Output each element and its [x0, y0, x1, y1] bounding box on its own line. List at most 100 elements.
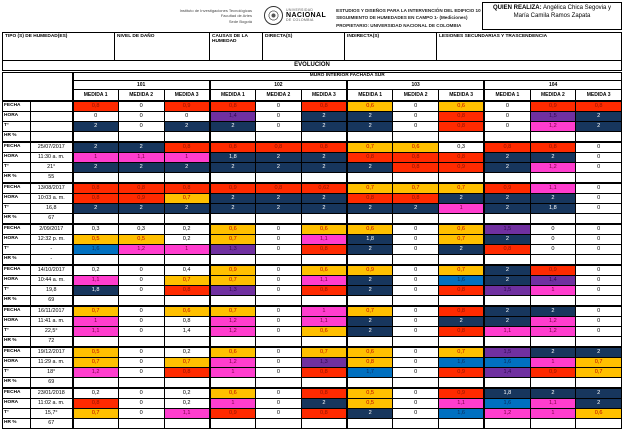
- measure-cell: 2: [208, 162, 256, 173]
- row-value: 15,7°: [30, 408, 73, 419]
- row-label: FECHA: [2, 182, 31, 194]
- measure-cell: 2: [438, 244, 485, 255]
- measure-cell: [438, 377, 485, 389]
- measure-cell: [529, 295, 577, 307]
- measure-cell: 0: [529, 244, 577, 255]
- measure-cell: [117, 295, 165, 307]
- measure-cell: 2: [438, 193, 485, 204]
- measure-cell: 2: [346, 326, 394, 337]
- measure-cell: 0,8: [438, 152, 485, 163]
- measure-cell: 0,7: [208, 234, 256, 245]
- row-value: 16/11/2017: [30, 305, 73, 317]
- medida-header: MEDIDA 3: [438, 89, 485, 102]
- row-label: T°: [2, 121, 31, 132]
- medida-header: MEDIDA 1: [208, 89, 256, 102]
- measure-cell: [208, 213, 256, 225]
- measure-cell: [529, 131, 577, 143]
- measure-cell: 1,5: [529, 111, 577, 122]
- row-value: 10:03 a. m.: [30, 193, 73, 204]
- measure-cell: 0: [255, 316, 302, 327]
- info-box-3: CAUSAS DE LA HUMEDAD: [210, 33, 263, 61]
- row-value: 21°: [30, 162, 73, 173]
- row-label: HR %: [2, 131, 31, 143]
- row-value: 10:44 a. m.: [30, 275, 73, 286]
- measure-cell: 0,9: [529, 264, 577, 276]
- measure-cell: 0,7: [71, 357, 119, 368]
- measure-cell: [117, 336, 165, 348]
- row-value: 23/01/2018: [30, 387, 73, 399]
- measure-cell: 0,8: [300, 387, 348, 399]
- institute-line-1: Instituto de Investigaciones Tecnológica…: [179, 8, 252, 13]
- measure-cell: 2: [483, 316, 531, 327]
- measure-cell: [300, 213, 348, 225]
- row-label: FECHA: [2, 387, 31, 399]
- table-row: HORA 10:44 a. m. 1,1 0 0,7 0,7 0 1,1 2 0 1,6 2 1,4 0: [2, 275, 622, 286]
- measure-cell: [392, 254, 439, 266]
- measure-cell: [529, 377, 577, 389]
- measure-cell: 0,2: [163, 398, 211, 409]
- measure-cell: [71, 377, 119, 389]
- measure-cell: [163, 377, 211, 389]
- measure-cell: [255, 336, 302, 348]
- measure-cell: 0: [255, 387, 302, 399]
- measure-cell: 0: [71, 111, 119, 122]
- classification-boxes-row: TIPO (S) DE HUMEDAD(ES) NIVEL DE DAÑO CAUS…: [2, 32, 622, 61]
- measure-cell: 0: [575, 275, 622, 286]
- measure-cell: 1,1: [438, 398, 485, 409]
- measure-cell: [71, 295, 119, 307]
- measure-cell: [483, 254, 531, 266]
- measure-cell: 0,6: [346, 100, 394, 112]
- table-row: FECHA 25/07/2017 2 2 0,8 0,8 0,8 0,8 0,7 0,6 0,3 0,…: [2, 141, 622, 153]
- logo-top-text: UNIVERSIDAD: [286, 7, 314, 12]
- measure-cell: 1: [529, 408, 577, 419]
- measure-cell: 2: [346, 275, 394, 286]
- measure-cell: 1,8: [529, 203, 577, 214]
- measure-cell: [575, 336, 622, 348]
- measure-cell: 0,9: [483, 182, 531, 194]
- measure-cell: 1,1: [163, 408, 211, 419]
- measure-cell: 1: [529, 357, 577, 368]
- measure-cell: 0: [392, 223, 439, 235]
- row-label: FECHA: [2, 264, 31, 276]
- university-logo-text: UNIVERSIDAD NACIONAL DE COLOMBIA: [286, 7, 326, 23]
- measure-cell: 0,7: [208, 275, 256, 286]
- table-row: T° 22,5° 1,1 0 1,4 1,2 0 0,6 2 0 0,8 1,1 1,2 0: [2, 326, 622, 337]
- measure-cell: 1: [208, 398, 256, 409]
- measure-cell: 1,2: [117, 244, 165, 255]
- measure-cell: 0,3: [117, 223, 165, 235]
- row-label: HORA: [2, 234, 31, 245]
- row-label: FECHA: [2, 223, 31, 235]
- medida-header: MEDIDA 1: [71, 89, 119, 102]
- measure-cell: [392, 336, 439, 348]
- measure-cell: 0,8: [483, 244, 531, 255]
- measure-cell: 2: [483, 162, 531, 173]
- table-row: T° 18° 1,2 0 0,8 1 0 0,8 1,7 0 0,9 1,4 0,9 0,7: [2, 367, 622, 378]
- measure-cell: 2: [71, 121, 119, 132]
- row-label: HR %: [2, 254, 31, 266]
- measure-cell: 0: [117, 408, 165, 419]
- row-label: HR %: [2, 336, 31, 348]
- measure-cell: 0,8: [300, 100, 348, 112]
- measure-cell: 1,1: [529, 182, 577, 194]
- measure-cell: 0,7: [438, 234, 485, 245]
- measure-cell: [255, 254, 302, 266]
- quien-realiza-label: QUIEN REALIZA:: [492, 5, 542, 11]
- measure-cell: 0,2: [163, 234, 211, 245]
- measure-cell: 2: [71, 141, 119, 153]
- table-row: T° -1,6 1,2 1 1,3 0 0,8 2 0 2 0,8 0 0: [2, 244, 622, 255]
- measure-cell: 0,8: [392, 152, 439, 163]
- measure-cell: 0: [255, 346, 302, 358]
- measure-cell: 0,7: [208, 305, 256, 317]
- table-row: HR %: [2, 131, 622, 143]
- measure-cell: 2: [483, 264, 531, 276]
- row-label: HORA: [2, 275, 31, 286]
- measure-cell: 1,3: [208, 244, 256, 255]
- measure-cell: [117, 418, 165, 429]
- table-row: FECHA 0,8 0 0,9 0,8 0 0,8 0,6 0 0,6 0 0,9 0,8: [2, 100, 622, 112]
- measure-cell: 0,9: [208, 264, 256, 276]
- measure-cell: 0,9: [438, 162, 485, 173]
- measure-cell: 0: [255, 100, 302, 112]
- measure-cell: 2: [483, 193, 531, 204]
- evolucion-title: EVOLUCION: [2, 61, 622, 71]
- table-row: FECHA 16/11/2017 0,7 0 0,6 0,7 0 1 0,7 0 0,8 2 2 0: [2, 305, 622, 317]
